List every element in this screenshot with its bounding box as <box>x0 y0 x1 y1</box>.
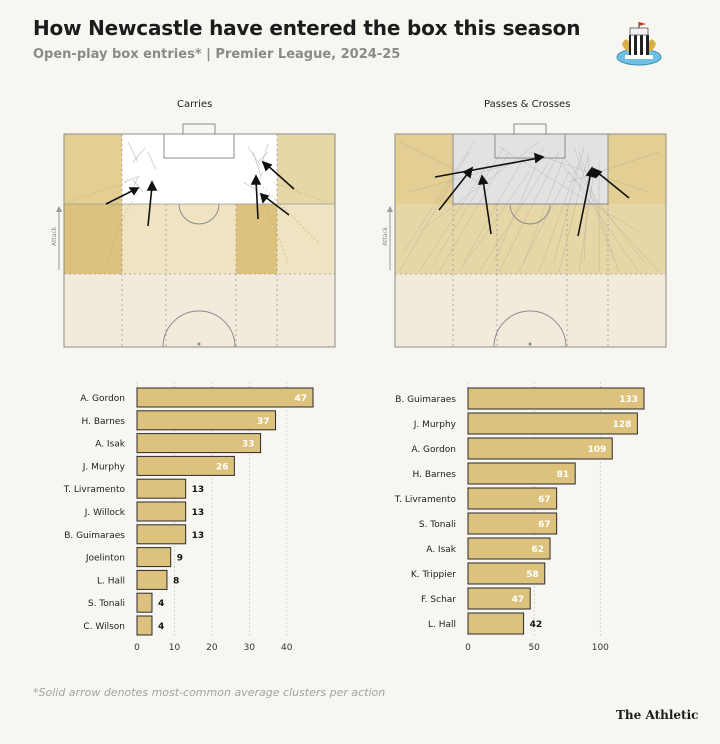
carries-category-label: S. Tonali <box>88 599 125 609</box>
carries-bar <box>136 387 314 408</box>
carries-bar <box>136 615 153 636</box>
passes-bar <box>467 537 551 560</box>
passes-category-label: K. Trippier <box>411 570 456 580</box>
passes-pitch-title: Passes & Crosses <box>484 99 571 110</box>
publisher-logo: The Athletic <box>616 708 699 722</box>
passes-category-label: S. Tonali <box>419 520 456 530</box>
passes-bar <box>467 587 531 610</box>
passes-category-label: J. Murphy <box>413 420 457 430</box>
carries-bar <box>136 569 168 590</box>
passes-value-label: 58 <box>526 570 539 580</box>
passes-value-label: 67 <box>538 520 551 530</box>
passes-category-label: H. Barnes <box>413 470 457 480</box>
footnote: *Solid arrow denotes most-common average… <box>33 686 386 699</box>
carries-category-label: T. Livramento <box>63 485 126 495</box>
passes-value-label: 62 <box>532 545 545 555</box>
passes-tick-label: 0 <box>465 643 471 653</box>
passes-tick-label: 100 <box>592 643 609 653</box>
passes-value-label: 81 <box>557 470 570 480</box>
passes-value-label: 67 <box>538 495 551 505</box>
carries-attack-label: Attack <box>51 226 58 246</box>
passes-tick-label: 50 <box>528 643 540 653</box>
passes-value-label: 128 <box>613 420 632 430</box>
carries-value-label: 13 <box>192 508 205 518</box>
carries-category-label: J. Willock <box>84 508 126 518</box>
carries-bar <box>136 592 153 613</box>
carries-bar-chart: 0 10 20 30 40 A. Gordon 47 H. Barnes 37 A. Isak 33… <box>63 382 314 653</box>
page-title: How Newcastle have entered the box this … <box>33 16 581 40</box>
carries-category-label: B. Guimaraes <box>64 531 125 541</box>
carries-bar <box>136 547 172 568</box>
carries-bar <box>136 455 235 476</box>
carries-tick-label: 30 <box>244 643 256 653</box>
passes-bar <box>467 437 613 460</box>
carries-value-label: 4 <box>158 622 164 632</box>
carries-category-label: L. Hall <box>97 576 125 586</box>
carries-category-label: Joelinton <box>85 554 125 564</box>
carries-tick-label: 20 <box>206 643 218 653</box>
passes-pitch: Attack <box>382 123 667 348</box>
page-subtitle: Open-play box entries* | Premier League,… <box>33 47 401 62</box>
carries-value-label: 37 <box>257 417 270 427</box>
carries-bar <box>136 478 187 499</box>
passes-category-label: A. Isak <box>426 545 457 555</box>
passes-category-label: T. Livramento <box>394 495 457 505</box>
carries-category-label: C. Wilson <box>83 622 125 632</box>
carries-value-label: 8 <box>173 576 179 586</box>
carries-value-label: 13 <box>192 485 205 495</box>
passes-bar-chart: 0 50 100 B. Guimaraes 133 J. Murphy 128 A. Gord… <box>394 382 645 653</box>
passes-category-label: B. Guimaraes <box>395 395 456 405</box>
carries-value-label: 9 <box>177 554 183 564</box>
carries-category-label: A. Isak <box>95 440 126 450</box>
passes-value-label: 133 <box>619 395 638 405</box>
carries-tick-label: 10 <box>169 643 181 653</box>
carries-pitch: Attack <box>51 123 336 348</box>
passes-bar <box>467 387 645 410</box>
passes-bar <box>467 487 558 510</box>
passes-category-label: L. Hall <box>428 620 456 630</box>
carries-value-label: 13 <box>192 531 205 541</box>
carries-bar <box>136 524 187 545</box>
carries-category-label: H. Barnes <box>82 417 126 427</box>
carries-value-label: 26 <box>216 462 229 472</box>
passes-category-label: F. Schar <box>421 595 456 605</box>
carries-value-label: 4 <box>158 599 164 609</box>
carries-category-label: J. Murphy <box>82 462 126 472</box>
carries-tick-label: 0 <box>134 643 140 653</box>
passes-bar <box>467 612 525 635</box>
passes-value-label: 47 <box>512 595 525 605</box>
carries-tick-label: 40 <box>281 643 293 653</box>
carries-category-label: A. Gordon <box>80 394 125 404</box>
passes-value-label: 42 <box>530 620 543 630</box>
passes-bar <box>467 512 558 535</box>
passes-category-label: A. Gordon <box>411 445 456 455</box>
carries-bar <box>136 501 187 522</box>
carries-pitch-title: Carries <box>177 99 213 110</box>
passes-bar <box>467 412 638 435</box>
club-crest-logo <box>616 22 662 66</box>
passes-bar <box>467 562 546 585</box>
passes-bar <box>467 462 576 485</box>
carries-bar <box>136 410 277 431</box>
carries-value-label: 33 <box>242 440 255 450</box>
carries-bar <box>136 433 262 454</box>
passes-value-label: 109 <box>587 445 606 455</box>
carries-value-label: 47 <box>294 394 307 404</box>
passes-attack-label: Attack <box>382 226 389 246</box>
